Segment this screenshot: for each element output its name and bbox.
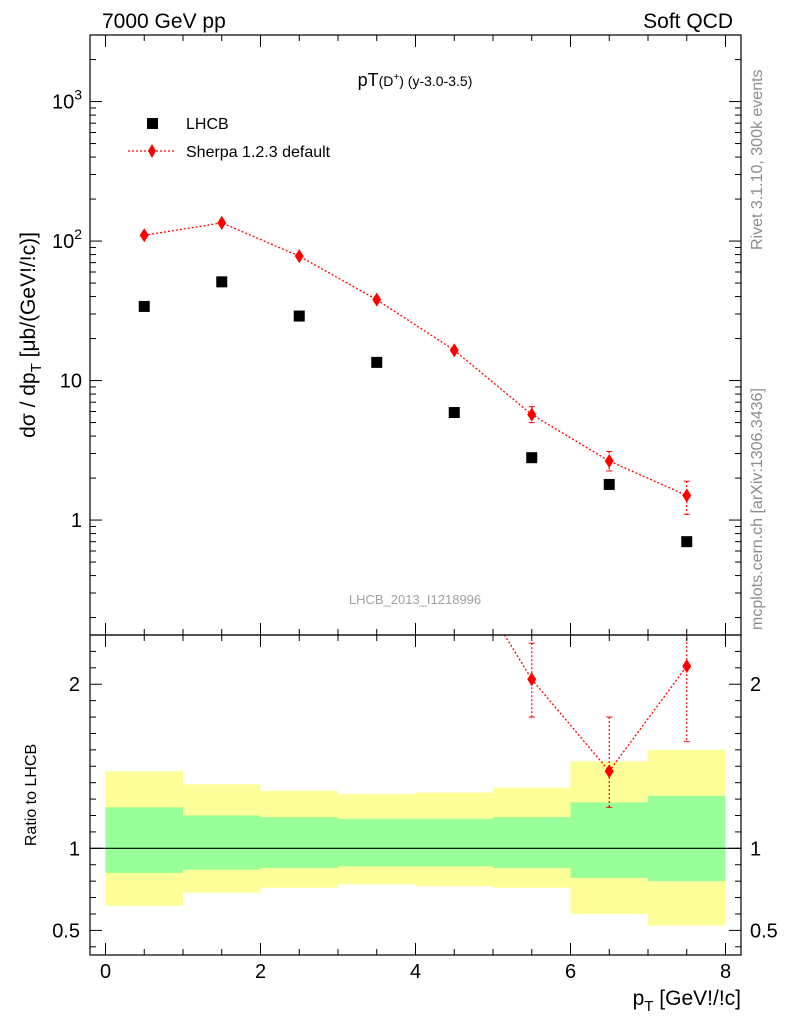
ylabel-sub: T xyxy=(28,363,45,372)
main-y-tick-exponent: 3 xyxy=(74,87,82,103)
ratio-sherpa-point xyxy=(450,546,459,560)
uncertainty-band-inner xyxy=(493,817,571,869)
lhcb-point xyxy=(371,356,383,368)
x-axis-label: pT [GeV!/!c] xyxy=(633,987,741,1015)
ratio-sherpa-point xyxy=(682,659,692,674)
uncertainty-band-inner xyxy=(415,818,493,867)
sherpa-point xyxy=(294,249,304,264)
lhcb-point xyxy=(293,310,305,322)
header-left: 7000 GeV pp xyxy=(102,10,226,33)
plot-title: pT(D+) (y-3.0-3.5) xyxy=(358,70,473,90)
sherpa-line xyxy=(144,222,688,497)
ratio-y-tick-label-right: 2 xyxy=(750,674,761,696)
header-right: Soft QCD xyxy=(643,10,733,33)
main-y-tick-label: 102 xyxy=(52,226,82,253)
x-tick-label: 4 xyxy=(410,961,421,983)
sherpa-point xyxy=(217,215,227,230)
main-y-tick-base: 10 xyxy=(60,371,82,393)
ratio-y-tick-label-right: 0.5 xyxy=(750,920,778,942)
analysis-watermark: LHCB_2013_I1218996 xyxy=(349,592,481,607)
uncertainty-band-inner xyxy=(183,815,261,870)
main-y-tick-label: 1 xyxy=(71,510,82,532)
lhcb-point xyxy=(681,536,693,548)
uncertainty-band-inner xyxy=(570,802,648,878)
main-y-tick-label: 103 xyxy=(52,87,82,114)
ratio-plot-area xyxy=(90,546,741,926)
title-sup: + xyxy=(393,72,399,83)
legend: LHCB Sherpa 1.2.3 default xyxy=(128,116,331,161)
main-y-tick-base: 1 xyxy=(71,510,82,532)
title-particle: (D xyxy=(379,73,394,89)
legend-marker-lhcb xyxy=(147,118,158,129)
ratio-y-tick-label-right: 1 xyxy=(750,838,761,860)
lhcb-point xyxy=(603,478,615,490)
lhcb-point xyxy=(526,452,538,464)
xlabel-unit: [GeV!/!c] xyxy=(653,987,741,1010)
sherpa-point xyxy=(139,228,149,243)
ratio-y-tick-label-left: 2 xyxy=(69,674,80,696)
lhcb-point xyxy=(216,276,228,288)
uncertainty-band-inner xyxy=(260,817,338,869)
legend-label-lhcb: LHCB xyxy=(186,116,229,133)
main-y-axis-label: dσ / dpT [μb/(GeV!/!c)] xyxy=(17,232,45,438)
uncertainty-band-inner xyxy=(105,807,183,873)
sherpa-point xyxy=(449,343,459,358)
uncertainty-band-inner xyxy=(648,795,726,882)
xlabel-sub: T xyxy=(644,998,653,1015)
main-y-tick-exponent: 2 xyxy=(74,226,82,242)
main-y-tick-base: 10 xyxy=(52,92,74,114)
legend-label-sherpa: Sherpa 1.2.3 default xyxy=(186,144,331,161)
main-y-tick-base: 10 xyxy=(52,231,74,253)
ratio-sherpa-line xyxy=(503,635,688,773)
ratio-axes: 0.5 0.5 1 1 2 2 0 2 4 6 8 xyxy=(52,635,778,983)
main-y-tick-label: 10 xyxy=(60,371,82,393)
x-tick-label: 6 xyxy=(565,961,576,983)
x-tick-label: 8 xyxy=(720,961,731,983)
ratio-y-axis-label: Ratio to LHCB xyxy=(23,744,40,846)
x-tick-label: 0 xyxy=(100,961,111,983)
lhcb-point xyxy=(138,300,150,312)
rivet-label: Rivet 3.1.10, 300k events xyxy=(749,69,766,250)
title-close: ) xyxy=(399,73,404,89)
ylabel-main: dσ / dp xyxy=(17,372,40,438)
title-main: pT xyxy=(358,70,379,90)
ylabel-unit: [μb/(GeV!/!c)] xyxy=(17,232,40,363)
ratio-sherpa-point xyxy=(604,764,614,779)
lhcb-point xyxy=(448,407,460,419)
sherpa-point xyxy=(372,292,382,307)
ratio-y-tick-label-left: 0.5 xyxy=(52,920,80,942)
x-tick-label: 2 xyxy=(255,961,266,983)
mcplots-label: mcplots.cern.ch [arXiv:1306.3436] xyxy=(749,388,766,630)
ratio-sherpa-point xyxy=(527,672,537,687)
sherpa-point xyxy=(527,407,537,422)
sherpa-point xyxy=(682,488,692,503)
ratio-y-tick-label-left: 1 xyxy=(69,838,80,860)
main-plot-area xyxy=(138,215,693,548)
title-range: (y-3.0-3.5) xyxy=(404,73,472,89)
legend-marker-sherpa xyxy=(148,144,156,158)
sherpa-point xyxy=(604,454,614,469)
xlabel-main: p xyxy=(633,987,645,1010)
uncertainty-band-inner xyxy=(338,818,416,867)
